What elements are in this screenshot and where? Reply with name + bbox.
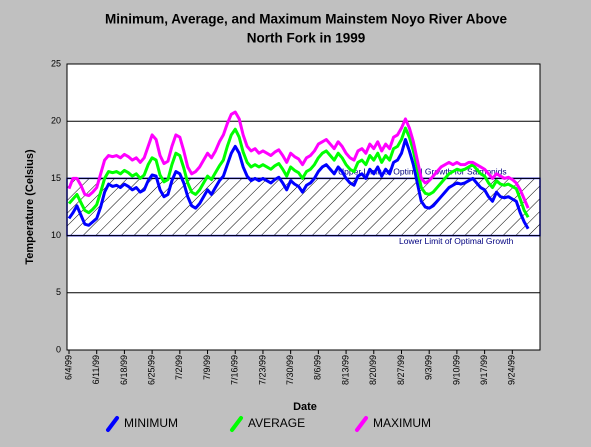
legend-label: AVERAGE [248, 416, 305, 430]
legend-label: MINIMUM [124, 416, 178, 430]
x-tick-label: 8/27/99 [396, 355, 406, 385]
x-tick-label: 8/20/99 [368, 355, 378, 385]
chart-title: Minimum, Average, and Maximum Mainstem N… [105, 12, 508, 27]
y-tick-label: 25 [51, 58, 61, 68]
x-axis-title: Date [293, 401, 317, 413]
y-tick-label: 15 [51, 173, 61, 183]
x-tick-label: 6/11/99 [91, 355, 101, 384]
x-tick-label: 9/24/99 [507, 355, 517, 385]
x-tick-label: 7/23/99 [257, 355, 267, 385]
x-tick-label: 9/10/99 [451, 355, 461, 385]
series-line [67, 126, 530, 219]
y-tick-label: 10 [51, 230, 61, 240]
chart-title: North Fork in 1999 [247, 31, 366, 46]
x-tick-label: 9/3/99 [424, 355, 434, 380]
legend-swatch [230, 416, 243, 432]
x-tick-label: 6/25/99 [146, 355, 156, 385]
x-tick-label: 6/4/99 [63, 355, 73, 380]
x-tick-label: 7/9/99 [202, 355, 212, 380]
x-tick-label: 7/30/99 [285, 355, 295, 385]
annotation: Upper Limit of Optimal Growth for Salmon… [338, 167, 507, 177]
series-line [67, 138, 530, 230]
x-tick-label: 8/13/99 [340, 355, 350, 385]
x-tick-label: 7/16/99 [230, 355, 240, 385]
x-tick-label: 7/2/99 [174, 355, 184, 380]
optimal-range [66, 177, 541, 237]
y-tick-label: 0 [56, 344, 61, 354]
y-tick-label: 20 [51, 116, 61, 126]
plot-border [66, 63, 541, 351]
legend-swatch [106, 416, 119, 432]
legend-swatch [355, 416, 368, 432]
x-tick-label: 8/6/99 [313, 355, 323, 380]
x-tick-label: 6/18/99 [119, 355, 129, 385]
legend-label: MAXIMUM [373, 416, 431, 430]
x-tick-label: 9/17/99 [479, 355, 489, 385]
series-line [67, 110, 530, 209]
annotation: Lower Limit of Optimal Growth [399, 236, 514, 246]
y-tick-label: 5 [56, 287, 61, 297]
y-axis-title: Temperature (Celsius) [24, 149, 36, 265]
